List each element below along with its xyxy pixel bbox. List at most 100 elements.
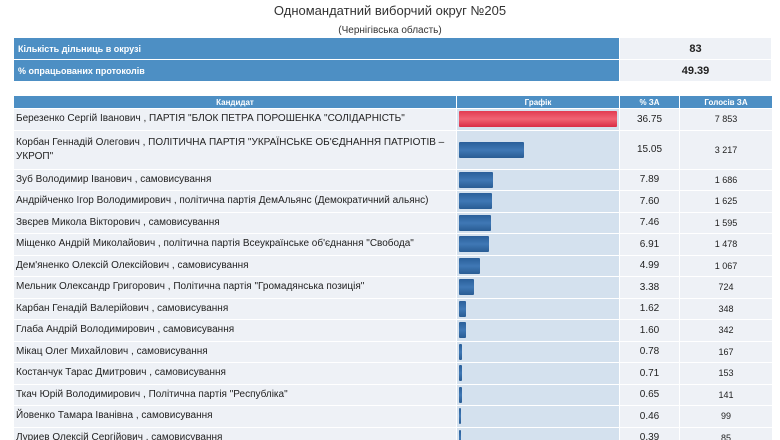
candidate-percent: 0.78 [619,340,680,363]
candidate-graph-cell [456,254,620,277]
candidate-name: Звєрев Микола Вікторович , самовисування [13,211,457,234]
candidate-percent: 0.46 [619,405,680,428]
candidate-name: Мікац Олег Михайлович , самовисування [13,340,457,363]
candidate-percent: 3.38 [619,276,680,299]
candidate-result-bar [459,214,492,231]
candidate-percent: 0.71 [619,362,680,385]
candidate-percent: 7.46 [619,211,680,234]
candidate-votes: 7 853 [679,108,773,131]
candidate-votes: 1 595 [679,211,773,234]
candidate-row: Глаба Андрій Володимирович , самовисуван… [13,319,773,342]
candidate-row: Дем'яненко Олексій Олексійович , самовис… [13,254,773,277]
summary-value: 83 [619,37,772,60]
candidate-result-bar [459,111,617,128]
candidate-graph-cell [456,233,620,256]
candidate-result-bar [459,365,463,382]
candidate-row: Березенко Сергій Іванович , ПАРТІЯ "БЛОК… [13,108,773,131]
candidate-name: Глаба Андрій Володимирович , самовисуван… [13,319,457,342]
candidate-votes: 348 [679,297,773,320]
candidate-percent: 15.05 [619,129,680,170]
candidate-votes: 1 686 [679,168,773,191]
candidate-votes: 1 067 [679,254,773,277]
candidate-result-bar [459,300,466,317]
candidate-row: Мельник Олександр Григорович , Політична… [13,276,773,299]
candidate-name: Ткач Юрій Володимирович , Політична парт… [13,383,457,406]
candidate-result-bar [459,322,466,339]
candidate-graph-cell [456,319,620,342]
candidate-percent: 4.99 [619,254,680,277]
candidate-row: Зуб Володимир Іванович , самовисування 7.… [13,168,773,191]
page-header: Одномандатний виборчий округ №205 (Черні… [0,0,780,37]
candidate-percent: 1.60 [619,319,680,342]
candidate-name: Березенко Сергій Іванович , ПАРТІЯ "БЛОК… [13,108,457,131]
results-header-row: Кандидат Графік % ЗА Голосів ЗА [13,95,773,109]
summary-label: Кількість дільниць в окрузі [13,37,620,60]
candidate-percent: 7.89 [619,168,680,191]
results-body: Березенко Сергій Іванович , ПАРТІЯ "БЛОК… [13,108,773,440]
candidate-result-bar [459,141,524,158]
candidate-percent: 7.60 [619,190,680,213]
summary-row-protocols: % опрацьованих протоколів 49.39 [13,59,772,82]
candidate-votes: 99 [679,405,773,428]
candidate-percent: 0.39 [619,426,680,440]
page-subtitle: (Чернігівська область) [338,25,442,36]
candidate-row: Звєрев Микола Вікторович , самовисування… [13,211,773,234]
candidate-row: Мікац Олег Михайлович , самовисування 0.7… [13,340,773,363]
candidate-votes: 3 217 [679,129,773,170]
candidate-result-bar [459,343,463,360]
candidate-graph-cell [456,168,620,191]
column-header-votes[interactable]: Голосів ЗА [679,95,773,109]
candidate-name: Карбан Генадій Валерійович , самовисуван… [13,297,457,320]
candidate-graph-cell [456,211,620,234]
candidate-votes: 724 [679,276,773,299]
candidate-graph-cell [456,426,620,440]
candidate-name: Корбан Геннадій Олегович , ПОЛІТИЧНА ПАР… [13,129,457,170]
candidate-row: Карбан Генадій Валерійович , самовисуван… [13,297,773,320]
candidate-votes: 85 [679,426,773,440]
candidate-votes: 1 625 [679,190,773,213]
results-table: Кандидат Графік % ЗА Голосів ЗА Березенк… [13,95,773,440]
candidate-graph-cell [456,108,620,131]
column-header-graph[interactable]: Графік [456,95,620,109]
column-header-percent[interactable]: % ЗА [619,95,680,109]
candidate-row: Андрійченко Ігор Володимирович , політич… [13,190,773,213]
candidate-row: Міщенко Андрій Миколайович , політична п… [13,233,773,256]
candidate-graph-cell [456,383,620,406]
candidate-result-bar [459,171,493,188]
summary-value: 49.39 [619,59,772,82]
candidate-result-bar [459,279,474,296]
summary-table: Кількість дільниць в окрузі 83 % опрацьо… [13,37,772,82]
candidate-graph-cell [456,129,620,170]
candidate-name: Зуб Володимир Іванович , самовисування [13,168,457,191]
candidate-result-bar [459,236,489,253]
column-header-candidate[interactable]: Кандидат [13,95,457,109]
candidate-name: Йовенко Тамара Іванівна , самовисування [13,405,457,428]
candidate-votes: 141 [679,383,773,406]
candidate-graph-cell [456,297,620,320]
candidate-name: Костанчук Тарас Дмитрович , самовисуванн… [13,362,457,385]
candidate-graph-cell [456,362,620,385]
candidate-result-bar [459,193,492,210]
page-title: Одномандатний виборчий округ №205 [273,3,507,18]
candidate-row: Йовенко Тамара Іванівна , самовисування 0… [13,405,773,428]
candidate-row: Костанчук Тарас Дмитрович , самовисуванн… [13,362,773,385]
candidate-result-bar [459,257,481,274]
candidate-percent: 0.65 [619,383,680,406]
candidate-votes: 153 [679,362,773,385]
candidate-votes: 1 478 [679,233,773,256]
candidate-name: Дем'яненко Олексій Олексійович , самовис… [13,254,457,277]
candidate-graph-cell [456,340,620,363]
candidate-row: Ткач Юрій Володимирович , Політична парт… [13,383,773,406]
candidate-graph-cell [456,190,620,213]
candidate-name: Андрійченко Ігор Володимирович , політич… [13,190,457,213]
candidate-percent: 1.62 [619,297,680,320]
candidate-votes: 167 [679,340,773,363]
candidate-votes: 342 [679,319,773,342]
candidate-percent: 6.91 [619,233,680,256]
candidate-name: Мельник Олександр Григорович , Політична… [13,276,457,299]
candidate-name: Луриев Олексій Сергійович , самовисуванн… [13,426,457,440]
candidate-graph-cell [456,276,620,299]
summary-label: % опрацьованих протоколів [13,59,620,82]
candidate-row: Корбан Геннадій Олегович , ПОЛІТИЧНА ПАР… [13,129,773,170]
candidate-percent: 36.75 [619,108,680,131]
